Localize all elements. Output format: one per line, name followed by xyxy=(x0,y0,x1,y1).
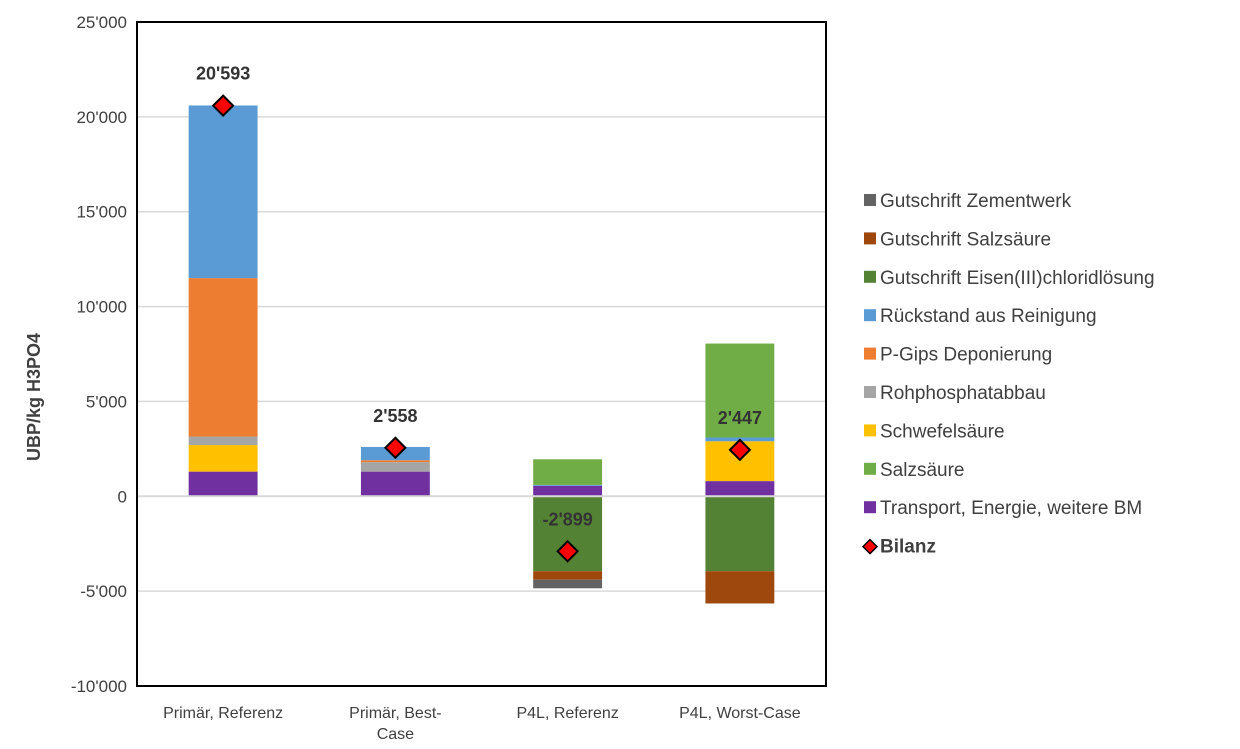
bar-segment xyxy=(533,579,603,589)
bar-segment xyxy=(188,436,258,446)
bar-segment xyxy=(705,481,775,497)
legend-label-bilanz: Bilanz xyxy=(880,537,936,558)
legend-label: P-Gips Deponierung xyxy=(880,345,1052,366)
x-category-label: Primär, Best-Case xyxy=(349,705,441,743)
y-tick-label: 25'000 xyxy=(76,13,127,32)
x-category-label: P4L, Worst-Case xyxy=(679,705,801,722)
bar-segment xyxy=(533,484,603,486)
balance-data-labels: 20'593 2'558 -2'899 2'447 xyxy=(196,64,762,530)
bar-segment xyxy=(188,278,258,437)
bar-segments xyxy=(188,105,775,604)
bar-segment xyxy=(533,459,603,485)
bar-segment xyxy=(705,496,775,572)
y-tick-label: -5'000 xyxy=(80,582,127,601)
legend-swatch xyxy=(864,194,876,206)
legend-label: Gutschrift Eisen(III)chloridlösung xyxy=(880,268,1155,289)
y-axis-label: UBP/kg H3PO4 xyxy=(24,333,44,461)
x-axis-categories: Primär, Referenz Primär, Best-Case P4L, Re… xyxy=(163,705,801,743)
balance-marker xyxy=(556,539,580,563)
bar-segment xyxy=(188,105,258,279)
legend-marker-bilanz xyxy=(861,538,879,555)
balance-data-label: 2'558 xyxy=(373,406,417,426)
bar-segment xyxy=(188,445,258,472)
plot-frame xyxy=(136,21,827,687)
axes xyxy=(136,21,827,687)
legend-swatch xyxy=(864,347,876,360)
bar-segment xyxy=(705,343,775,438)
balance-marker xyxy=(211,94,235,118)
y-axis-ticks: -10'000 -5'000 0 5'000 10'000 15'000 20'000 25'… xyxy=(71,13,127,696)
legend-label: Gutschrift Salzsäure xyxy=(880,229,1051,250)
bar-segment xyxy=(360,462,430,472)
balance-data-label: 2'447 xyxy=(718,408,762,428)
legend-label: Schwefelsäure xyxy=(880,421,1005,442)
legend-swatch xyxy=(864,309,876,322)
bar-segment xyxy=(705,571,775,604)
balance-marker xyxy=(728,438,752,462)
bar-segment xyxy=(360,471,430,497)
balance-markers xyxy=(211,94,752,563)
bar-segment xyxy=(188,471,258,497)
y-tick-label: 15'000 xyxy=(76,203,127,222)
y-tick-label: 0 xyxy=(118,487,127,506)
legend-swatch xyxy=(864,386,876,398)
x-category-label: Primär, Referenz xyxy=(163,705,283,722)
legend-label: Transport, Energie, weitere BM xyxy=(880,498,1142,519)
legend-swatch xyxy=(864,462,876,475)
balance-data-label: 20'593 xyxy=(196,64,250,84)
legend-label: Rohphosphatabbau xyxy=(880,383,1046,404)
legend-label: Salzsäure xyxy=(880,460,965,481)
legend-swatch xyxy=(864,424,876,437)
y-tick-label: 20'000 xyxy=(76,108,127,127)
y-tick-label: 5'000 xyxy=(86,392,127,411)
y-tick-label: -10'000 xyxy=(71,677,127,696)
legend-label: Rückstand aus Reinigung xyxy=(880,306,1097,327)
legend-swatch xyxy=(864,270,876,283)
bar-segment xyxy=(533,571,603,580)
x-category-label: P4L, Referenz xyxy=(516,705,618,722)
bar-segment xyxy=(360,460,430,463)
bar-segment xyxy=(533,485,603,497)
legend-swatch xyxy=(864,501,876,514)
legend-swatch xyxy=(864,232,876,245)
balance-data-label: -2'899 xyxy=(542,509,592,529)
y-tick-label: 10'000 xyxy=(76,298,127,317)
legend: Gutschrift Zementwerk Gutschrift Salzsäur… xyxy=(861,191,1155,558)
balance-marker xyxy=(383,436,407,460)
legend-label: Gutschrift Zementwerk xyxy=(880,191,1072,212)
